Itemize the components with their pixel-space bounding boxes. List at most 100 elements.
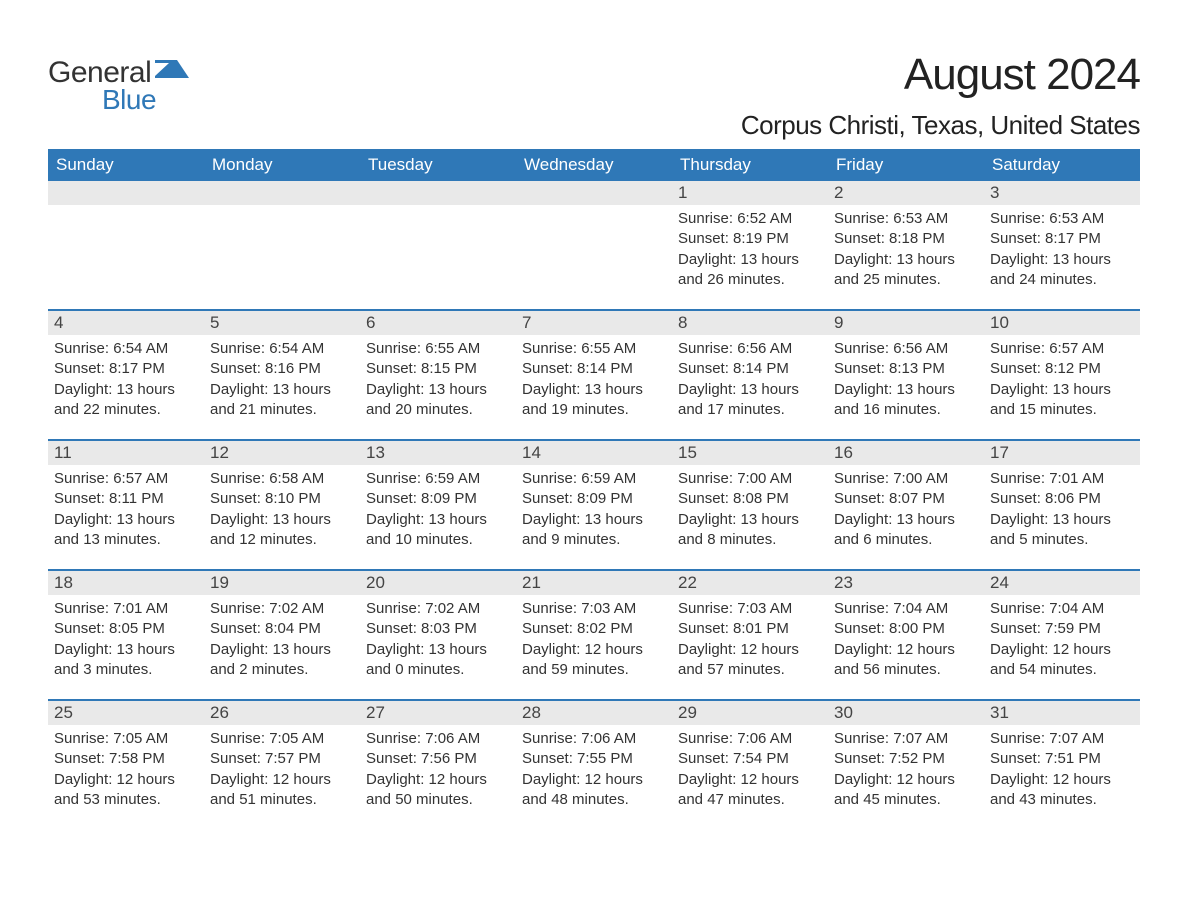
daylight-text: Daylight: 12 hours and 51 minutes. [210,770,354,811]
sunrise-text: Sunrise: 6:52 AM [678,209,822,229]
day-cell: 16Sunrise: 7:00 AMSunset: 8:07 PMDayligh… [828,441,984,569]
day-details: Sunrise: 6:58 AMSunset: 8:10 PMDaylight:… [204,465,360,556]
day-details: Sunrise: 7:04 AMSunset: 8:00 PMDaylight:… [828,595,984,686]
month-title: August 2024 [741,50,1140,100]
day-number: 9 [828,311,984,335]
sunrise-text: Sunrise: 6:53 AM [834,209,978,229]
day-details: Sunrise: 7:05 AMSunset: 7:58 PMDaylight:… [48,725,204,816]
day-number: 8 [672,311,828,335]
daylight-text: Daylight: 12 hours and 54 minutes. [990,640,1134,681]
daylight-text: Daylight: 12 hours and 53 minutes. [54,770,198,811]
sunset-text: Sunset: 7:57 PM [210,749,354,769]
day-cell: 27Sunrise: 7:06 AMSunset: 7:56 PMDayligh… [360,701,516,829]
week-row: 25Sunrise: 7:05 AMSunset: 7:58 PMDayligh… [48,699,1140,829]
sunset-text: Sunset: 8:03 PM [366,619,510,639]
daylight-text: Daylight: 13 hours and 15 minutes. [990,380,1134,421]
sunset-text: Sunset: 7:54 PM [678,749,822,769]
day-cell: 7Sunrise: 6:55 AMSunset: 8:14 PMDaylight… [516,311,672,439]
logo-flag-icon [155,60,189,87]
day-number: 30 [828,701,984,725]
day-details: Sunrise: 7:06 AMSunset: 7:54 PMDaylight:… [672,725,828,816]
day-number: 11 [48,441,204,465]
daylight-text: Daylight: 13 hours and 10 minutes. [366,510,510,551]
sunrise-text: Sunrise: 7:06 AM [678,729,822,749]
day-cell [48,181,204,309]
day-cell: 18Sunrise: 7:01 AMSunset: 8:05 PMDayligh… [48,571,204,699]
daylight-text: Daylight: 13 hours and 20 minutes. [366,380,510,421]
day-details: Sunrise: 7:02 AMSunset: 8:03 PMDaylight:… [360,595,516,686]
day-cell: 25Sunrise: 7:05 AMSunset: 7:58 PMDayligh… [48,701,204,829]
day-details: Sunrise: 7:03 AMSunset: 8:01 PMDaylight:… [672,595,828,686]
day-cell: 2Sunrise: 6:53 AMSunset: 8:18 PMDaylight… [828,181,984,309]
sunset-text: Sunset: 8:02 PM [522,619,666,639]
sunset-text: Sunset: 8:08 PM [678,489,822,509]
weeks-container: 1Sunrise: 6:52 AMSunset: 8:19 PMDaylight… [48,181,1140,829]
sunset-text: Sunset: 8:09 PM [366,489,510,509]
sunrise-text: Sunrise: 7:00 AM [834,469,978,489]
daylight-text: Daylight: 13 hours and 22 minutes. [54,380,198,421]
sunrise-text: Sunrise: 6:55 AM [366,339,510,359]
day-cell: 13Sunrise: 6:59 AMSunset: 8:09 PMDayligh… [360,441,516,569]
day-details: Sunrise: 6:59 AMSunset: 8:09 PMDaylight:… [360,465,516,556]
day-cell: 26Sunrise: 7:05 AMSunset: 7:57 PMDayligh… [204,701,360,829]
day-number: 4 [48,311,204,335]
sunset-text: Sunset: 8:05 PM [54,619,198,639]
day-details: Sunrise: 7:07 AMSunset: 7:51 PMDaylight:… [984,725,1140,816]
daylight-text: Daylight: 13 hours and 16 minutes. [834,380,978,421]
sunset-text: Sunset: 8:00 PM [834,619,978,639]
sunset-text: Sunset: 8:17 PM [54,359,198,379]
day-details: Sunrise: 6:53 AMSunset: 8:17 PMDaylight:… [984,205,1140,296]
daylight-text: Daylight: 12 hours and 56 minutes. [834,640,978,681]
day-details: Sunrise: 7:05 AMSunset: 7:57 PMDaylight:… [204,725,360,816]
sunrise-text: Sunrise: 6:59 AM [366,469,510,489]
day-number: 20 [360,571,516,595]
week-row: 11Sunrise: 6:57 AMSunset: 8:11 PMDayligh… [48,439,1140,569]
sunset-text: Sunset: 7:52 PM [834,749,978,769]
day-cell: 24Sunrise: 7:04 AMSunset: 7:59 PMDayligh… [984,571,1140,699]
logo: General Blue [48,50,189,116]
day-cell: 30Sunrise: 7:07 AMSunset: 7:52 PMDayligh… [828,701,984,829]
calendar: Sunday Monday Tuesday Wednesday Thursday… [48,149,1140,829]
sunset-text: Sunset: 8:18 PM [834,229,978,249]
day-cell: 11Sunrise: 6:57 AMSunset: 8:11 PMDayligh… [48,441,204,569]
day-details: Sunrise: 6:57 AMSunset: 8:11 PMDaylight:… [48,465,204,556]
week-row: 4Sunrise: 6:54 AMSunset: 8:17 PMDaylight… [48,309,1140,439]
day-cell: 29Sunrise: 7:06 AMSunset: 7:54 PMDayligh… [672,701,828,829]
sunrise-text: Sunrise: 7:07 AM [990,729,1134,749]
daylight-text: Daylight: 13 hours and 24 minutes. [990,250,1134,291]
sunrise-text: Sunrise: 7:02 AM [366,599,510,619]
day-cell: 17Sunrise: 7:01 AMSunset: 8:06 PMDayligh… [984,441,1140,569]
day-cell: 14Sunrise: 6:59 AMSunset: 8:09 PMDayligh… [516,441,672,569]
daylight-text: Daylight: 13 hours and 5 minutes. [990,510,1134,551]
day-cell: 28Sunrise: 7:06 AMSunset: 7:55 PMDayligh… [516,701,672,829]
day-number: 22 [672,571,828,595]
day-details: Sunrise: 6:56 AMSunset: 8:14 PMDaylight:… [672,335,828,426]
sunset-text: Sunset: 8:11 PM [54,489,198,509]
sunset-text: Sunset: 7:55 PM [522,749,666,769]
day-number: 14 [516,441,672,465]
day-details: Sunrise: 6:52 AMSunset: 8:19 PMDaylight:… [672,205,828,296]
daylight-text: Daylight: 13 hours and 26 minutes. [678,250,822,291]
sunrise-text: Sunrise: 7:06 AM [522,729,666,749]
weekday-saturday: Saturday [984,149,1140,181]
daylight-text: Daylight: 12 hours and 48 minutes. [522,770,666,811]
daylight-text: Daylight: 13 hours and 13 minutes. [54,510,198,551]
day-number: 6 [360,311,516,335]
sunset-text: Sunset: 7:56 PM [366,749,510,769]
location: Corpus Christi, Texas, United States [741,110,1140,141]
daylight-text: Daylight: 13 hours and 12 minutes. [210,510,354,551]
day-details: Sunrise: 7:02 AMSunset: 8:04 PMDaylight:… [204,595,360,686]
sunrise-text: Sunrise: 7:04 AM [990,599,1134,619]
day-cell [204,181,360,309]
weekday-sunday: Sunday [48,149,204,181]
day-details: Sunrise: 6:57 AMSunset: 8:12 PMDaylight:… [984,335,1140,426]
sunrise-text: Sunrise: 6:54 AM [210,339,354,359]
day-details: Sunrise: 7:06 AMSunset: 7:56 PMDaylight:… [360,725,516,816]
day-number: 3 [984,181,1140,205]
sunrise-text: Sunrise: 6:57 AM [54,469,198,489]
sunrise-text: Sunrise: 7:03 AM [678,599,822,619]
day-number: 26 [204,701,360,725]
sunrise-text: Sunrise: 6:59 AM [522,469,666,489]
logo-text-blue: Blue [102,84,156,116]
week-row: 1Sunrise: 6:52 AMSunset: 8:19 PMDaylight… [48,181,1140,309]
